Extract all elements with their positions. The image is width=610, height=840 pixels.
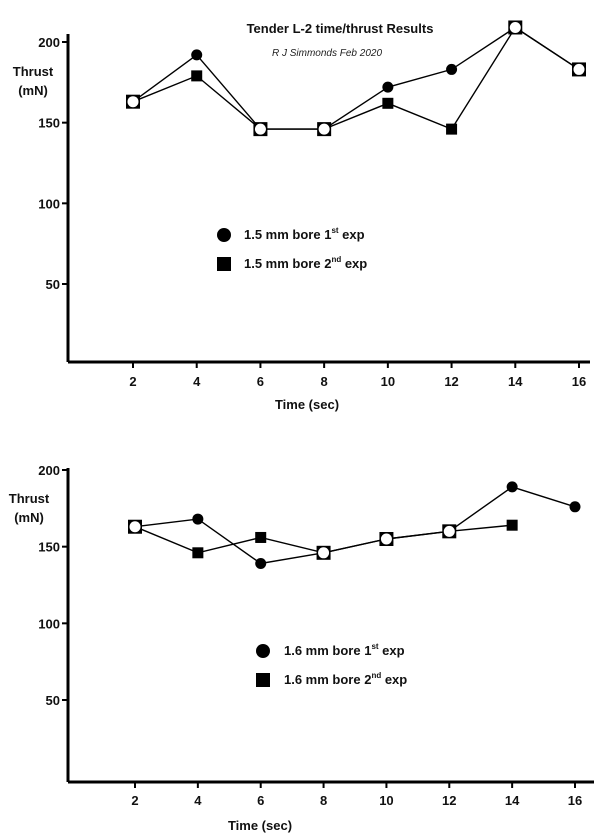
legend-marker-square bbox=[217, 257, 231, 271]
data-point-overlap-circle bbox=[129, 521, 141, 533]
legend-label: 1.5 mm bore 1st exp bbox=[244, 226, 365, 242]
y-tick-label: 200 bbox=[38, 463, 60, 478]
data-point-circle bbox=[446, 63, 458, 75]
x-tick-label: 6 bbox=[257, 374, 264, 389]
x-tick-label: 8 bbox=[320, 793, 327, 808]
x-tick-label: 10 bbox=[381, 374, 395, 389]
x-tick-label: 8 bbox=[321, 374, 328, 389]
chart-title: Tender L-2 time/thrust Results bbox=[247, 21, 434, 36]
legend-marker-circle bbox=[217, 228, 231, 242]
data-point-overlap-circle bbox=[254, 123, 266, 135]
x-tick-label: 16 bbox=[572, 374, 586, 389]
legend-label: 1.6 mm bore 2nd exp bbox=[284, 671, 407, 687]
data-point-circle bbox=[192, 513, 204, 525]
y-tick-label: 50 bbox=[46, 277, 60, 292]
legend-label: 1.6 mm bore 1st exp bbox=[284, 642, 405, 658]
legend-label: 1.5 mm bore 2nd exp bbox=[244, 255, 367, 271]
y-axis-title: Thrust bbox=[9, 491, 50, 506]
y-tick-label: 100 bbox=[38, 616, 60, 631]
data-point-overlap-circle bbox=[443, 525, 455, 537]
y-axis-title: Thrust bbox=[13, 64, 54, 79]
x-tick-label: 2 bbox=[129, 374, 136, 389]
series-line-square bbox=[132, 26, 580, 130]
data-point-overlap-circle bbox=[127, 96, 139, 108]
legend-marker-square bbox=[256, 673, 270, 687]
y-tick-label: 150 bbox=[38, 116, 60, 131]
y-tick-label: 50 bbox=[46, 693, 60, 708]
x-tick-label: 2 bbox=[131, 793, 138, 808]
x-tick-label: 14 bbox=[508, 374, 523, 389]
chart-subtitle: R J Simmonds Feb 2020 bbox=[272, 48, 382, 59]
chart-bottom: 50 100 150 200 2 4 6 8 10 12 14 16 Thrust (mN) Time (s… bbox=[9, 463, 594, 833]
x-tick-label: 12 bbox=[444, 374, 458, 389]
x-tick-label: 16 bbox=[568, 793, 582, 808]
y-axis-unit: (mN) bbox=[14, 510, 44, 525]
data-point-square bbox=[382, 97, 394, 109]
data-point-circle bbox=[506, 481, 518, 493]
data-point-square bbox=[255, 531, 267, 543]
data-point-square bbox=[446, 123, 458, 135]
y-tick-label: 150 bbox=[38, 540, 60, 555]
legend-marker-circle bbox=[256, 644, 270, 658]
data-point-square bbox=[506, 519, 518, 531]
series-line-circle bbox=[132, 26, 580, 130]
data-point-square bbox=[192, 547, 204, 559]
x-tick-label: 14 bbox=[505, 793, 520, 808]
x-tick-label: 6 bbox=[257, 793, 264, 808]
y-tick-label: 200 bbox=[38, 35, 60, 50]
data-point-overlap-circle bbox=[318, 547, 330, 559]
x-tick-label: 4 bbox=[194, 793, 202, 808]
x-tick-label: 12 bbox=[442, 793, 456, 808]
data-point-circle bbox=[191, 49, 203, 61]
x-tick-label: 4 bbox=[193, 374, 201, 389]
x-tick-label: 10 bbox=[379, 793, 393, 808]
x-axis-title: Time (sec) bbox=[275, 397, 339, 412]
x-axis-title: Time (sec) bbox=[228, 818, 292, 833]
data-point-circle bbox=[255, 558, 267, 570]
y-axis-unit: (mN) bbox=[18, 83, 48, 98]
data-point-square bbox=[191, 70, 203, 82]
data-point-overlap-circle bbox=[573, 63, 585, 75]
chart-top: 50 100 150 200 2 4 6 8 10 12 14 16 Thrust (mN) Time (s… bbox=[13, 20, 590, 412]
data-point-overlap-circle bbox=[509, 21, 521, 33]
y-tick-label: 100 bbox=[38, 196, 60, 211]
data-point-overlap-circle bbox=[380, 533, 392, 545]
data-point-circle bbox=[382, 81, 394, 93]
data-point-circle bbox=[569, 501, 581, 513]
data-point-overlap-circle bbox=[318, 123, 330, 135]
